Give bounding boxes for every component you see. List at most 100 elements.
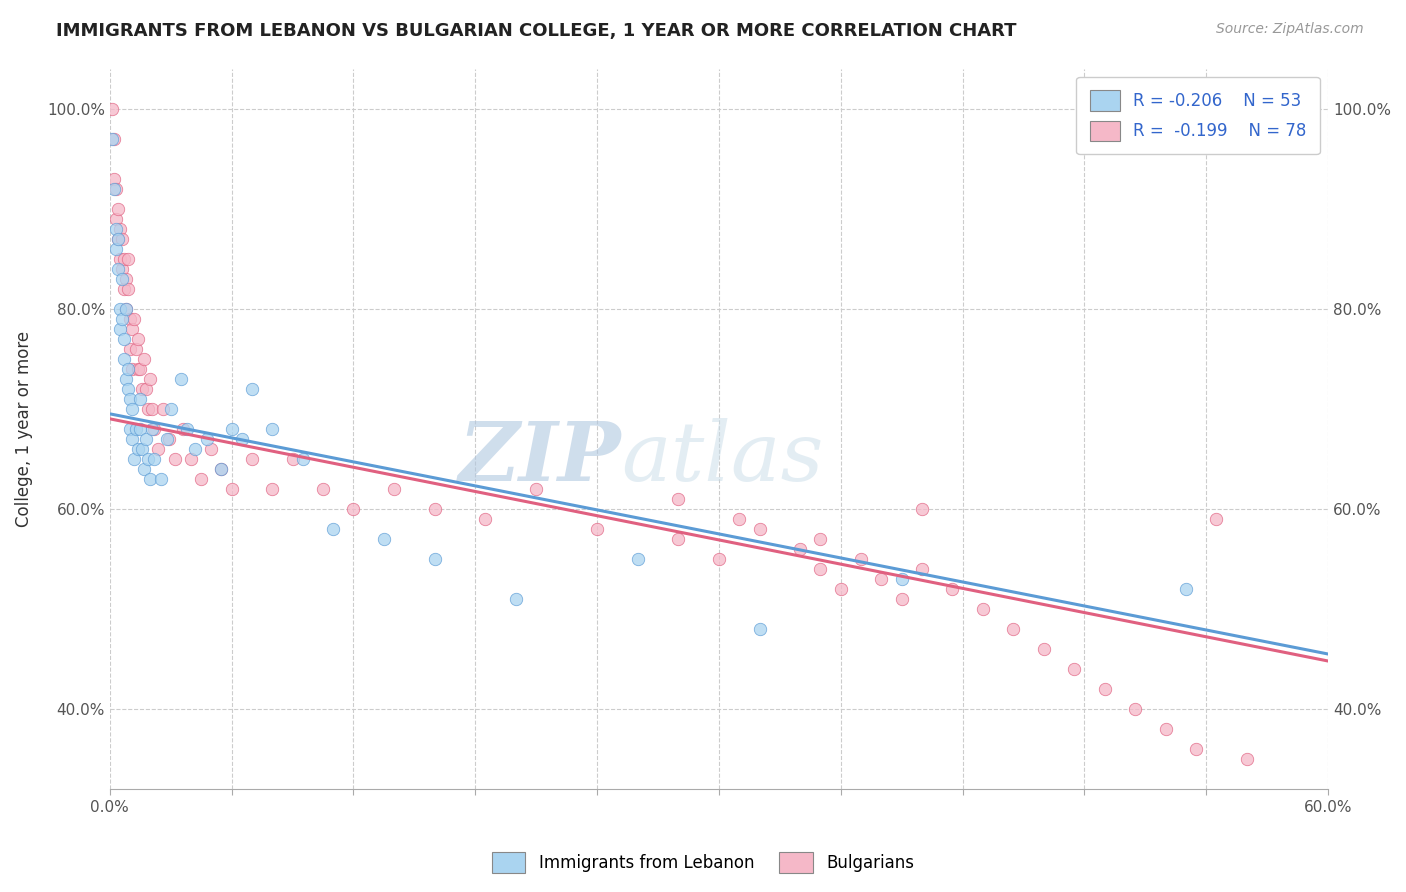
Point <box>122 311 145 326</box>
Point <box>104 221 127 235</box>
Point <box>135 432 157 446</box>
Point <box>1063 662 1085 676</box>
Point <box>373 532 395 546</box>
Point <box>101 131 124 145</box>
Point <box>941 582 963 596</box>
Point <box>707 552 730 566</box>
Point <box>122 451 145 466</box>
Point <box>911 562 934 576</box>
Point <box>728 512 751 526</box>
Point <box>240 451 263 466</box>
Point <box>1032 642 1054 657</box>
Point <box>120 392 142 406</box>
Point <box>262 422 284 436</box>
Point <box>120 311 142 326</box>
Point <box>810 532 832 546</box>
Point <box>155 432 177 446</box>
Text: ZIP: ZIP <box>458 417 621 498</box>
Point <box>129 392 152 406</box>
Point <box>1205 512 1227 526</box>
Point <box>107 261 129 276</box>
Point <box>382 482 405 496</box>
Y-axis label: College, 1 year or more: College, 1 year or more <box>15 331 32 527</box>
Point <box>209 462 232 476</box>
Point <box>322 522 344 536</box>
Point <box>830 582 852 596</box>
Point <box>143 451 166 466</box>
Point <box>474 512 496 526</box>
Point <box>666 491 689 506</box>
Point <box>127 332 149 346</box>
Point <box>423 552 446 566</box>
Point <box>810 562 832 576</box>
Point <box>107 202 129 216</box>
Point <box>125 422 148 436</box>
Point <box>849 552 872 566</box>
Text: Source: ZipAtlas.com: Source: ZipAtlas.com <box>1216 22 1364 37</box>
Point <box>115 301 138 316</box>
Point <box>141 401 163 416</box>
Point <box>200 442 222 456</box>
Point <box>115 372 138 386</box>
Legend: R = -0.206    N = 53, R =  -0.199    N = 78: R = -0.206 N = 53, R = -0.199 N = 78 <box>1077 77 1320 154</box>
Point <box>111 271 134 285</box>
Point <box>423 502 446 516</box>
Text: IMMIGRANTS FROM LEBANON VS BULGARIAN COLLEGE, 1 YEAR OR MORE CORRELATION CHART: IMMIGRANTS FROM LEBANON VS BULGARIAN COL… <box>56 22 1017 40</box>
Point <box>1094 681 1116 696</box>
Point <box>1236 752 1258 766</box>
Point <box>1185 742 1208 756</box>
Point <box>131 442 153 456</box>
Point <box>159 401 181 416</box>
Text: atlas: atlas <box>621 417 824 498</box>
Point <box>117 382 139 396</box>
Point <box>505 592 527 607</box>
Point <box>195 432 218 446</box>
Point <box>101 102 124 116</box>
Point <box>107 232 129 246</box>
Point <box>121 361 143 376</box>
Point <box>117 361 139 376</box>
Point <box>157 432 180 446</box>
Point <box>221 482 243 496</box>
Point <box>1123 702 1146 716</box>
Point <box>112 332 135 346</box>
Point <box>240 382 263 396</box>
Point <box>108 221 131 235</box>
Point <box>1002 622 1025 636</box>
Point <box>748 522 770 536</box>
Point <box>184 442 207 456</box>
Point <box>209 462 232 476</box>
Point <box>104 211 127 226</box>
Point <box>112 282 135 296</box>
Point <box>1175 582 1198 596</box>
Point <box>117 252 139 266</box>
Point <box>111 311 134 326</box>
Point <box>342 502 364 516</box>
Point <box>121 432 143 446</box>
Point <box>136 451 159 466</box>
Point <box>115 271 138 285</box>
Point <box>281 451 304 466</box>
Point <box>666 532 689 546</box>
Point <box>972 602 994 616</box>
Point <box>312 482 335 496</box>
Point <box>134 462 156 476</box>
Point <box>170 372 193 386</box>
Point <box>103 131 125 145</box>
Point <box>103 171 125 186</box>
Point <box>221 422 243 436</box>
Point <box>111 232 134 246</box>
Point <box>131 382 153 396</box>
Point <box>120 422 142 436</box>
Point <box>111 261 134 276</box>
Point <box>190 472 212 486</box>
Point <box>108 252 131 266</box>
Point <box>139 372 162 386</box>
Point <box>586 522 609 536</box>
Point <box>180 451 202 466</box>
Point <box>789 541 811 556</box>
Point <box>1154 722 1177 736</box>
Point <box>107 232 129 246</box>
Point <box>143 422 166 436</box>
Legend: Immigrants from Lebanon, Bulgarians: Immigrants from Lebanon, Bulgarians <box>485 846 921 880</box>
